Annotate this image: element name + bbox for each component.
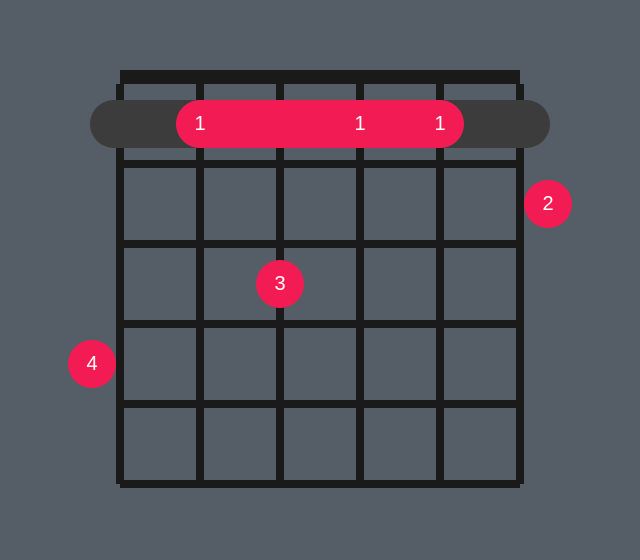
fret: [120, 400, 520, 408]
fretboard: 111234: [120, 84, 520, 484]
barre-finger-label: 1: [434, 112, 445, 136]
fret: [120, 320, 520, 328]
nut: [120, 70, 520, 84]
barre-finger-label: 1: [354, 112, 365, 136]
finger-dot: 4: [68, 340, 116, 388]
chord-diagram: 111234: [120, 70, 520, 490]
barre: 1 1 1: [176, 100, 464, 148]
finger-dot: 2: [524, 180, 572, 228]
fret: [120, 480, 520, 488]
finger-dot: 3: [256, 260, 304, 308]
fret: [120, 240, 520, 248]
fret: [120, 160, 520, 168]
barre-finger-label: 1: [194, 112, 205, 136]
